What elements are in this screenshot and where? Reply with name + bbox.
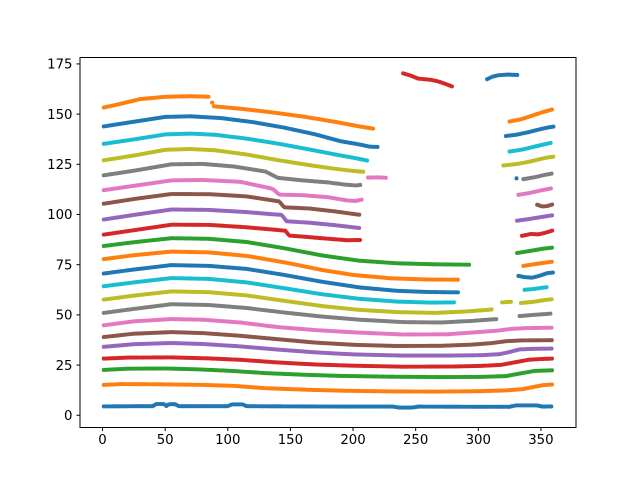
x-tick-label-300: 300 — [466, 433, 491, 448]
series-order-08-gray-seg0 — [101, 302, 501, 325]
series-order-11-blue-seg0 — [101, 263, 462, 295]
series-order-13-green-seg1 — [515, 245, 555, 256]
series-order-22-orange-seg0 — [101, 94, 213, 110]
y-tick-label-125: 125 — [47, 158, 72, 173]
x-tick-label-200: 200 — [340, 433, 365, 448]
axes-frame — [79, 57, 577, 428]
x-tick-label-100: 100 — [215, 433, 240, 448]
series-order-21-blue-seg1 — [503, 124, 556, 139]
series-order-03-green-seg0 — [101, 366, 555, 380]
series-order-14-red-seg1 — [520, 228, 555, 238]
series-order-01-blue-seg0 — [101, 401, 555, 410]
series-fragment-blue-top-seg0 — [485, 72, 521, 82]
series-order-02-orange-seg0 — [101, 382, 555, 394]
series-order-08-gray-seg1 — [517, 311, 555, 319]
series-order-10-cyan-seg1 — [522, 284, 551, 292]
series-order-05-purple-seg0 — [101, 340, 555, 358]
series-order-16-brown-seg0 — [101, 191, 363, 217]
series-order-07-pink-seg0 — [101, 317, 555, 337]
series-order-16-brown-seg1 — [535, 202, 555, 209]
y-tick-label-75: 75 — [56, 258, 73, 273]
y-tick-label-0: 0 — [64, 409, 72, 424]
series-fragment-red-top-seg0 — [401, 71, 455, 89]
series-order-12-orange-seg0 — [101, 249, 461, 282]
series-order-20-cyan-seg1 — [507, 140, 555, 154]
series-order-17-pink-seg2 — [516, 186, 555, 197]
y-tick-label-100: 100 — [47, 208, 72, 223]
series-order-09-olive-seg0 — [101, 289, 496, 315]
x-tick-label-250: 250 — [403, 433, 428, 448]
series-order-14-red-seg0 — [101, 222, 364, 243]
series-order-10-cyan-seg0 — [101, 276, 457, 305]
series-order-09-olive-seg1 — [500, 299, 513, 305]
series-order-22-orange-seg3 — [507, 107, 555, 124]
series-order-13-green-seg0 — [101, 236, 472, 267]
y-tick-label-150: 150 — [47, 108, 72, 123]
y-tick-label-175: 175 — [47, 58, 72, 73]
series-order-12-orange-seg1 — [521, 259, 555, 268]
series-order-19-olive-seg0 — [101, 146, 367, 174]
series-order-18-gray-seg0 — [101, 161, 364, 188]
series-order-09-olive-seg2 — [518, 297, 555, 306]
series-order-18-gray-seg1 — [521, 171, 555, 182]
x-tick-label-50: 50 — [157, 433, 174, 448]
y-tick-label-25: 25 — [56, 359, 73, 374]
series-order-20-cyan-seg0 — [101, 131, 371, 163]
x-tick-label-350: 350 — [528, 433, 553, 448]
series-order-06-brown-seg0 — [101, 330, 555, 349]
x-tick-label-0: 0 — [98, 433, 106, 448]
series-order-22-orange-pt1 — [210, 100, 215, 105]
series-order-15-purple-seg0 — [101, 207, 363, 231]
series-group — [101, 71, 556, 410]
y-tick-label-50: 50 — [56, 309, 73, 324]
series-order-21-blue-seg0 — [101, 114, 381, 150]
series-order-15-purple-seg1 — [515, 213, 555, 223]
series-order-17-pink-seg0 — [101, 177, 364, 204]
series-order-19-olive-seg1 — [501, 154, 556, 168]
series-order-11-blue-seg1 — [516, 270, 556, 280]
x-tick-label-150: 150 — [278, 433, 303, 448]
series-stray-blue-dot-pt0 — [514, 176, 519, 181]
series-order-04-red-seg0 — [101, 355, 555, 369]
series-order-22-orange-seg2 — [211, 104, 376, 131]
